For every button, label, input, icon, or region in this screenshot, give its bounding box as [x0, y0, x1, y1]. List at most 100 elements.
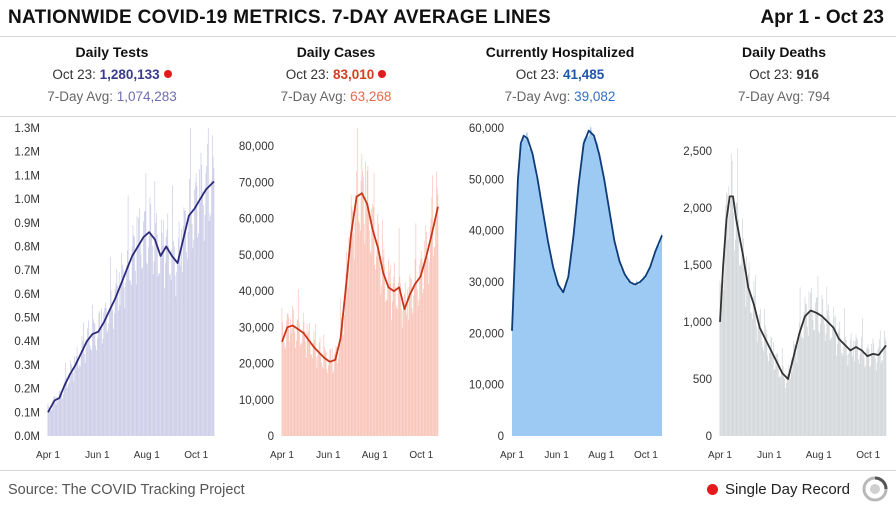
daily-bar: [787, 373, 789, 436]
daily-bar: [75, 356, 77, 436]
daily-bar: [337, 363, 338, 436]
daily-bar: [88, 320, 89, 436]
daily-bar: [285, 346, 287, 436]
daily-bar: [365, 161, 366, 436]
daily-bar: [321, 362, 322, 436]
daily-bar: [49, 409, 50, 436]
daily-bar: [282, 322, 283, 436]
daily-bar: [123, 287, 125, 436]
daily-bar: [103, 312, 105, 436]
daily-bar: [177, 238, 179, 436]
daily-bar: [867, 344, 869, 436]
daily-bar: [125, 282, 126, 436]
daily-bar: [746, 255, 747, 436]
daily-bar: [110, 290, 112, 436]
daily-bar: [177, 261, 178, 436]
daily-bar: [747, 273, 749, 436]
metric-title: Currently Hospitalized: [485, 44, 635, 60]
daily-bar: [137, 247, 139, 436]
daily-bar: [290, 333, 292, 436]
daily-bar: [200, 152, 202, 437]
daily-bar: [410, 278, 412, 436]
daily-bar: [880, 363, 882, 436]
daily-bar: [293, 309, 294, 436]
daily-bar: [341, 322, 343, 436]
y-tick-label: 10,000: [469, 380, 504, 392]
daily-bar: [113, 328, 114, 436]
daily-bar: [870, 365, 871, 436]
daily-bar: [813, 330, 815, 436]
daily-bar: [61, 394, 63, 436]
daily-bar: [864, 367, 866, 436]
daily-bar: [858, 359, 859, 436]
daily-values: [719, 148, 887, 437]
y-tick-label: 10,000: [239, 395, 274, 407]
daily-bar: [434, 247, 436, 436]
daily-bar: [309, 339, 311, 436]
daily-bar: [165, 262, 166, 436]
daily-bar: [296, 340, 297, 436]
y-tick-label: 80,000: [239, 141, 274, 153]
daily-bar: [844, 308, 845, 436]
daily-bar: [413, 295, 414, 436]
y-tick-label: 0.7M: [14, 265, 40, 277]
daily-bar: [207, 128, 209, 436]
daily-bar: [731, 160, 733, 436]
daily-bar: [841, 353, 842, 436]
daily-bar: [187, 231, 189, 436]
daily-bar: [80, 350, 82, 436]
record-dot-icon: [378, 70, 387, 78]
daily-bar: [182, 225, 184, 436]
daily-bar: [346, 251, 347, 436]
daily-bar: [299, 323, 300, 436]
daily-bar: [132, 225, 134, 436]
daily-bar: [178, 221, 180, 436]
y-tick-label: 0.6M: [14, 289, 40, 301]
daily-bar: [153, 261, 155, 436]
daily-bar: [810, 292, 811, 436]
y-tick-label: 50,000: [239, 250, 274, 262]
daily-bar: [876, 362, 878, 436]
daily-bar: [321, 366, 323, 436]
daily-bar: [420, 251, 422, 436]
x-tick-label: Apr 1: [270, 450, 294, 461]
daily-bar: [392, 283, 394, 436]
daily-bar: [55, 404, 57, 436]
daily-bar: [164, 288, 165, 436]
daily-bar: [120, 282, 122, 436]
daily-bar: [832, 306, 834, 436]
daily-bar: [845, 336, 846, 436]
metric-avg-line: 7-Day Avg: 63,268: [224, 87, 448, 107]
daily-bar: [857, 340, 858, 436]
daily-bar: [160, 219, 162, 436]
daily-bar: [808, 291, 810, 436]
daily-bar: [62, 398, 63, 436]
daily-bar: [67, 384, 69, 436]
daily-bar: [336, 347, 338, 436]
metric-latest-line: Oct 23: 1,280,133: [0, 65, 224, 85]
daily-bar: [328, 362, 330, 436]
daily-bar: [207, 143, 208, 437]
daily-bar: [733, 213, 735, 436]
daily-bar: [792, 358, 794, 436]
daily-bar: [724, 226, 726, 436]
daily-bar: [883, 330, 885, 436]
daily-bar: [148, 247, 149, 436]
daily-bar: [863, 357, 865, 436]
daily-bar: [52, 400, 54, 436]
daily-bar: [48, 406, 50, 436]
daily-bar: [825, 333, 827, 436]
daily-bar: [407, 288, 408, 436]
daily-bar: [827, 310, 828, 436]
daily-bar: [360, 230, 361, 436]
daily-bar: [79, 365, 80, 436]
daily-bar: [433, 255, 434, 436]
daily-bar: [788, 364, 790, 436]
daily-bar: [354, 221, 356, 436]
daily-bar: [862, 352, 864, 436]
metric-avg-value: 63,268: [350, 89, 392, 104]
daily-bar: [71, 364, 72, 436]
daily-bar: [87, 328, 88, 436]
daily-bar: [425, 225, 427, 436]
daily-bar: [122, 264, 123, 436]
